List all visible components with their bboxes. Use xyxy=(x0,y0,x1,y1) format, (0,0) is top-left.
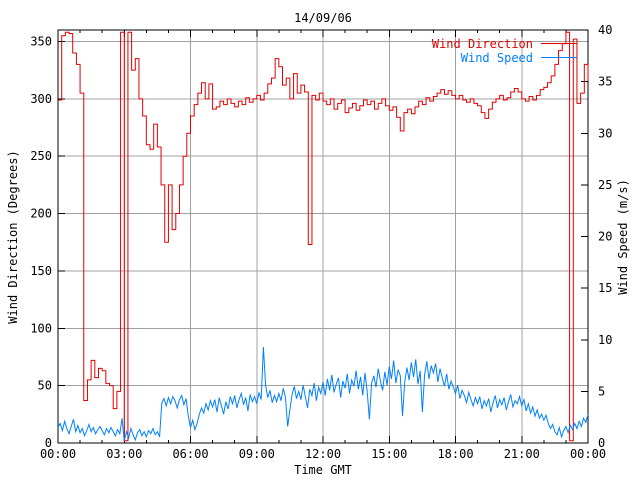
y-left-tick-label: 100 xyxy=(30,321,52,335)
y-left-tick-label: 350 xyxy=(30,34,52,48)
y-left-tick-label: 300 xyxy=(30,92,52,106)
x-tick-label: 18:00 xyxy=(437,447,473,461)
legend xyxy=(541,43,577,58)
y-left-tick-label: 0 xyxy=(45,436,52,450)
legend-label-wind-direction: Wind Direction xyxy=(431,37,533,51)
y-left-tick-label: 200 xyxy=(30,207,52,221)
x-tick-label: 15:00 xyxy=(371,447,407,461)
y-axis-label-direction: Wind Direction (Degrees) xyxy=(6,150,20,324)
chart-title: 14/09/06 xyxy=(294,11,352,25)
y-right-tick-label: 15 xyxy=(598,281,612,295)
y-left-tick-label: 50 xyxy=(38,379,52,393)
y-left-tick-label: 150 xyxy=(30,264,52,278)
tick-labels: 00:00 03:00 06:00 09:00 12:00 15:00 18:00 21:00… xyxy=(30,23,612,461)
wind-direction-series xyxy=(58,31,589,442)
y-axis-label-speed: Wind Speed (m/s) xyxy=(616,179,630,295)
y-right-tick-label: 0 xyxy=(598,436,605,450)
y-right-tick-label: 40 xyxy=(598,23,612,37)
y-right-tick-label: 5 xyxy=(598,384,605,398)
y-right-tick-label: 35 xyxy=(598,75,612,89)
x-tick-label: 06:00 xyxy=(172,447,208,461)
legend-label-wind-speed: Wind Speed xyxy=(460,51,533,65)
x-axis-label: Time GMT xyxy=(294,463,352,477)
plot-border xyxy=(57,29,589,444)
gridlines xyxy=(58,30,588,443)
y-right-tick-label: 30 xyxy=(598,126,612,140)
x-tick-label: 03:00 xyxy=(106,447,142,461)
x-tick-label: 00:00 xyxy=(40,447,76,461)
x-tick-label: 00:00 xyxy=(570,447,606,461)
y-right-tick-label: 20 xyxy=(598,230,612,244)
y-left-tick-label: 250 xyxy=(30,149,52,163)
y-right-tick-label: 10 xyxy=(598,333,612,347)
y-right-tick-label: 25 xyxy=(598,178,612,192)
x-tick-label: 12:00 xyxy=(305,447,341,461)
wind-speed-series xyxy=(57,346,589,442)
x-tick-label: 21:00 xyxy=(504,447,540,461)
x-tick-label: 09:00 xyxy=(239,447,275,461)
